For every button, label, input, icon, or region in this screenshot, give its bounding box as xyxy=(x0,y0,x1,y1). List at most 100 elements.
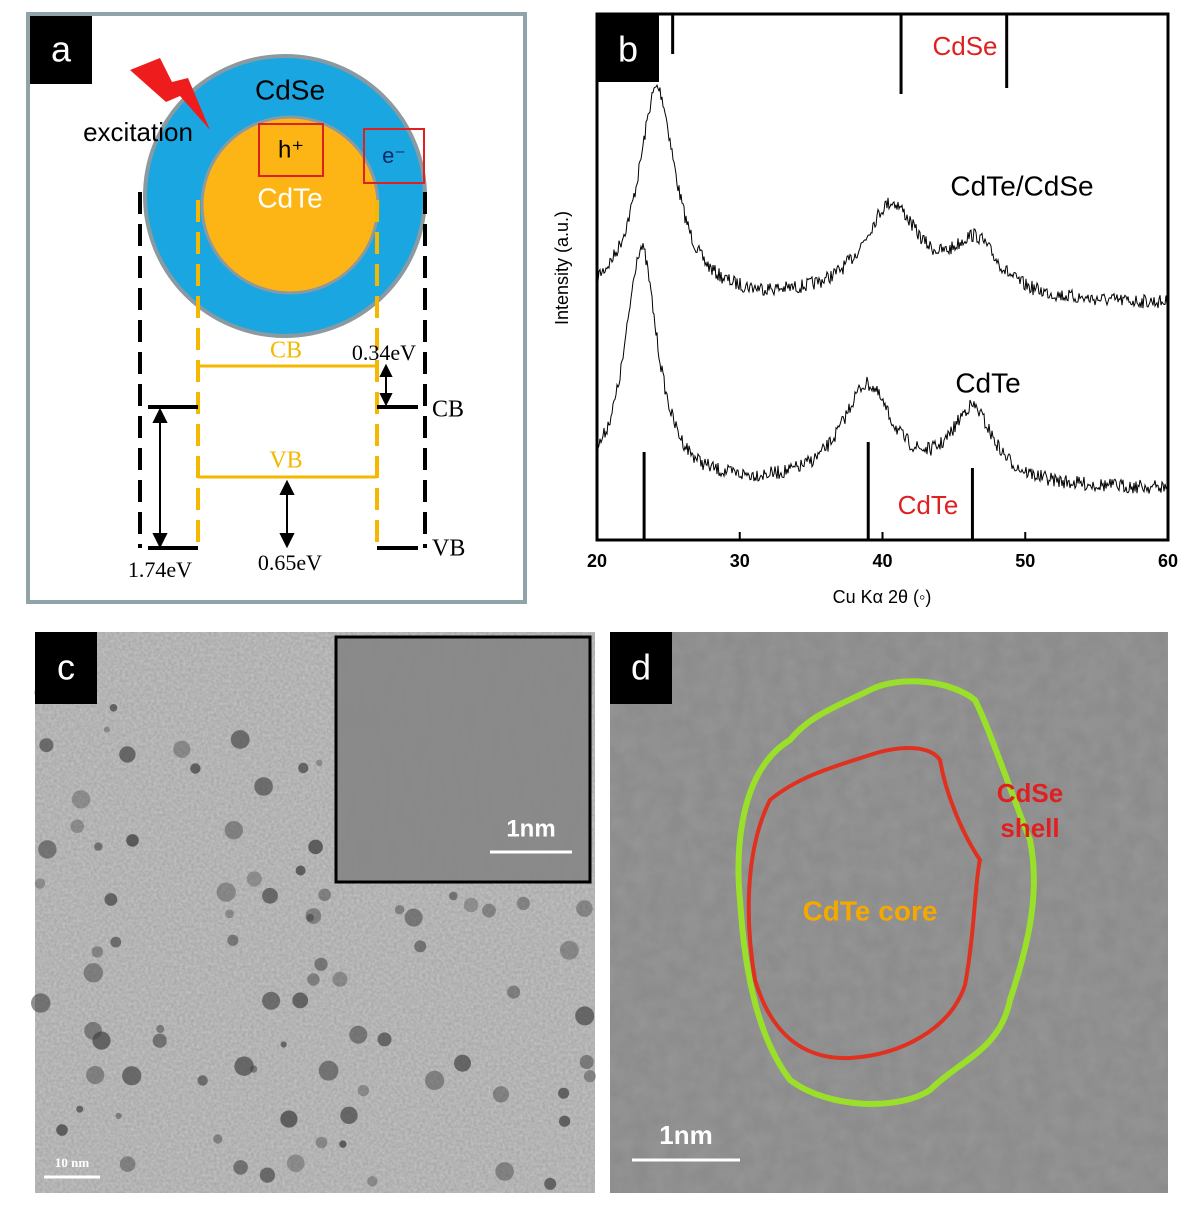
nanoparticle xyxy=(332,971,348,987)
nanoparticle xyxy=(233,1160,248,1175)
xrd-curve xyxy=(596,243,1169,494)
nanoparticle xyxy=(308,839,323,855)
nanoparticle xyxy=(292,992,309,1009)
reference-label: CdTe xyxy=(898,490,959,520)
nanoparticle xyxy=(316,759,323,767)
scale-label: 1nm xyxy=(659,1120,712,1150)
inset-lattice xyxy=(338,639,588,880)
nanoparticle xyxy=(122,1066,142,1086)
nanoparticle xyxy=(190,763,201,774)
electron-label: e⁻ xyxy=(382,143,406,168)
nanoparticle xyxy=(262,991,281,1010)
nanoparticle xyxy=(507,985,521,999)
shell-vb-label: VB xyxy=(432,536,465,562)
nanoparticle xyxy=(156,1024,165,1033)
inset-scale-label: 1nm xyxy=(506,815,555,842)
vb-offset-label: 0.65eV xyxy=(258,550,322,575)
core-cb-label: CB xyxy=(270,338,302,364)
nanoparticle xyxy=(404,908,423,927)
nanoparticle xyxy=(152,1033,167,1048)
nanoparticle xyxy=(295,865,306,876)
panel-c: 1nm c 10 nm xyxy=(31,632,596,1193)
nanoparticles xyxy=(31,638,596,1190)
nanoparticle xyxy=(83,963,104,983)
nanoparticle xyxy=(318,888,331,902)
nanoparticle xyxy=(414,940,427,953)
panel-b: b Cu Kα 2θ (◦) Intensity (a.u.) CdSe CdT… xyxy=(552,12,1178,607)
nanoparticle xyxy=(104,893,118,906)
x-tick-label: 60 xyxy=(1158,551,1178,571)
shell-outline xyxy=(735,678,1037,1107)
nanoparticle xyxy=(103,726,110,733)
nanoparticle xyxy=(94,842,103,851)
cb-offset-label: 0.34eV xyxy=(352,340,416,365)
tem-texture xyxy=(610,632,1168,1193)
electron-box xyxy=(363,128,425,184)
nanoparticle xyxy=(357,1084,370,1097)
nanoparticle xyxy=(173,740,191,758)
nanoparticle xyxy=(246,871,262,887)
nanoparticle xyxy=(38,840,57,859)
nanoparticle xyxy=(262,887,278,904)
nanoparticle xyxy=(425,1070,445,1090)
nanoparticle xyxy=(224,821,243,840)
nanoparticle xyxy=(579,1055,594,1069)
panel-label-box xyxy=(597,14,659,82)
arrows xyxy=(152,363,393,549)
nanoparticle xyxy=(339,1140,347,1148)
nanoparticle xyxy=(39,738,54,753)
nanoparticle xyxy=(110,936,122,948)
nanoparticle xyxy=(307,973,320,986)
nanoparticle xyxy=(560,940,579,960)
nanoparticle xyxy=(314,957,328,971)
hole-label: h⁺ xyxy=(278,136,304,163)
nanoparticle xyxy=(70,819,84,834)
shell-label: CdSe xyxy=(997,778,1063,808)
gap-label: 1.74eV xyxy=(128,557,192,582)
x-tick-label: 30 xyxy=(730,551,750,571)
nanoparticle xyxy=(280,1041,287,1048)
excitation-bolt xyxy=(130,58,210,130)
nanoparticle xyxy=(230,730,250,749)
nanoparticle xyxy=(71,790,91,809)
nanoparticle xyxy=(558,1087,570,1099)
nanoparticle xyxy=(516,896,531,911)
x-axis-label: Cu Kα 2θ (◦) xyxy=(833,587,932,607)
nanoparticle xyxy=(492,1086,509,1103)
shell-label: shell xyxy=(1000,813,1059,843)
nanoparticle xyxy=(495,1162,514,1181)
nanoparticle xyxy=(76,1105,84,1113)
x-tick-label: 20 xyxy=(587,551,607,571)
nanoparticle xyxy=(367,1176,378,1187)
nanoparticle xyxy=(318,1060,339,1081)
excitation-label: excitation xyxy=(83,117,193,147)
panel-label-box xyxy=(35,632,97,704)
curve-label: CdTe xyxy=(955,367,1020,398)
panel-label: c xyxy=(57,647,75,688)
nanoparticle xyxy=(31,993,51,1013)
hole-box xyxy=(258,123,324,177)
nanoparticle xyxy=(280,1110,298,1128)
nanoparticle xyxy=(454,1054,471,1072)
nanoparticle xyxy=(544,1177,557,1190)
nanoparticle xyxy=(449,891,458,901)
nanoparticle xyxy=(463,897,479,913)
nanoparticle xyxy=(306,913,315,922)
scale-label: 10 nm xyxy=(55,1155,89,1170)
nanoparticle xyxy=(92,1031,111,1050)
nanoparticle xyxy=(216,882,236,902)
core-label: CdTe core xyxy=(803,895,938,926)
x-tick-label: 40 xyxy=(872,551,892,571)
panel-label-box xyxy=(610,632,672,704)
nanoparticle xyxy=(377,1032,392,1047)
nanoparticle xyxy=(394,905,405,915)
reference-label: CdSe xyxy=(932,31,997,61)
nanoparticle xyxy=(287,1154,305,1173)
nanoparticle xyxy=(56,1124,68,1136)
nanoparticle xyxy=(86,1065,105,1085)
nanoparticle xyxy=(482,903,496,918)
y-axis-label: Intensity (a.u.) xyxy=(552,211,572,325)
nanoparticle xyxy=(559,1115,571,1127)
core-outline xyxy=(746,746,983,1061)
